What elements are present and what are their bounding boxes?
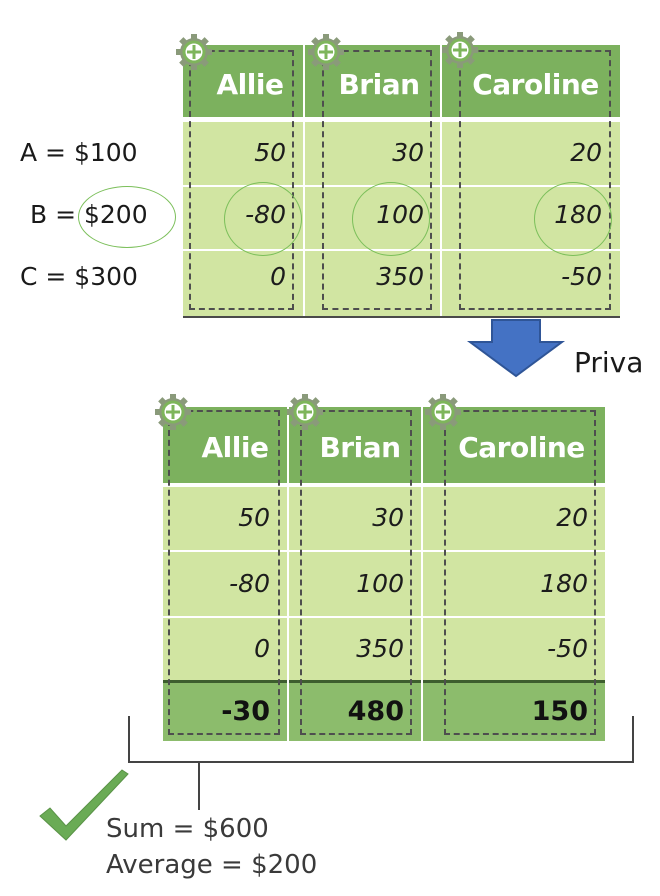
private-table: Allie Brian Caroline 50 30 20 -8 [0,380,660,750]
highlight-circle [78,186,176,248]
cell: 20 [556,503,588,532]
private-col-caroline [444,410,596,735]
original-col-allie [189,50,294,310]
cell: 20 [570,138,602,167]
total-brian: 480 [347,696,404,727]
cell: 30 [392,138,424,167]
original-header-allie: Allie [216,68,284,101]
original-header-brian: Brian [338,68,420,101]
private-header-brian: Brian [319,431,401,464]
row-label-c: C = $300 [20,262,138,291]
privacy-label: Priva [574,346,644,379]
private-col-allie [168,410,280,735]
summation-bracket [128,716,634,810]
original-bottom-rule [183,316,620,318]
cell: 30 [372,503,404,532]
original-col-brian [322,50,432,310]
private-totals-band [163,683,605,741]
cell: 50 [254,138,286,167]
highlight-circle [352,182,430,256]
cell: -50 [547,634,588,663]
cell: 350 [356,634,404,663]
average-text: Average = $200 [106,850,318,880]
gear-icon [176,34,212,70]
original-col-caroline [459,50,611,310]
cell: -80 [229,569,270,598]
cell: 180 [540,569,588,598]
row-label-a: A = $100 [20,138,138,167]
cell: 50 [238,503,270,532]
gear-icon [287,394,323,430]
down-arrow-icon [466,319,566,378]
original-table: Allie Brian Caroline A = $100 B = $20 [0,0,660,330]
gear-icon [442,32,478,68]
highlight-circle [224,182,302,256]
gear-icon [155,394,191,430]
cell: -50 [561,262,602,291]
total-allie: -30 [221,696,270,727]
original-header-band [183,45,620,117]
private-header-band [163,407,605,483]
gear-icon [308,34,344,70]
sum-text: Sum = $600 [106,814,269,844]
gear-icon [425,394,461,430]
private-header-caroline: Caroline [458,431,585,464]
checkmark-icon [39,769,129,841]
cell: 0 [270,262,286,291]
cell: 0 [254,634,270,663]
private-col-brian [300,410,412,735]
private-header-allie: Allie [201,431,269,464]
highlight-circle [534,182,612,256]
cell: 100 [356,569,404,598]
cell: 350 [376,262,424,291]
total-caroline: 150 [531,696,588,727]
original-header-caroline: Caroline [472,68,599,101]
private-body [163,483,605,683]
